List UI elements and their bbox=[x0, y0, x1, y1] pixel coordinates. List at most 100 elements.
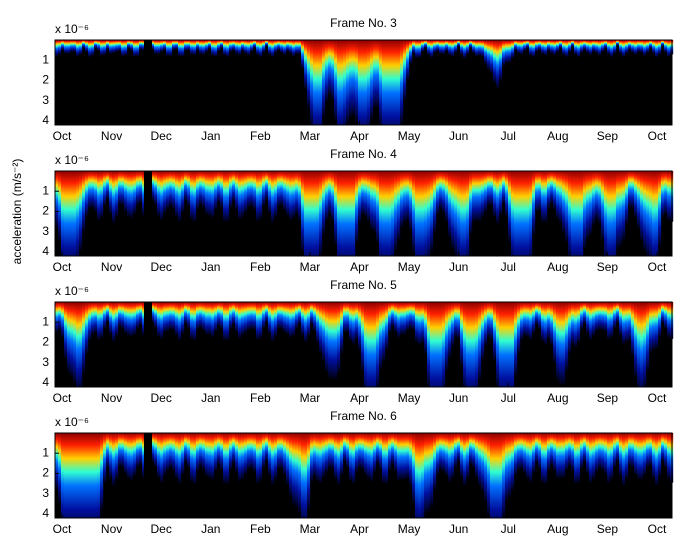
x-tick-label: Aug bbox=[547, 260, 568, 274]
heatmap-column bbox=[562, 302, 566, 385]
x-tick-label: Oct bbox=[648, 522, 667, 536]
heatmap-column bbox=[487, 171, 491, 206]
x-tick-label: Jan bbox=[201, 522, 220, 536]
heatmap-column bbox=[385, 171, 389, 273]
heatmap-column bbox=[511, 302, 515, 404]
heatmap-column bbox=[607, 171, 611, 273]
heatmap-column bbox=[610, 302, 614, 338]
heatmap-column bbox=[298, 302, 302, 324]
heatmap-column bbox=[76, 302, 80, 394]
heatmap-column bbox=[430, 40, 434, 58]
heatmap-column bbox=[547, 302, 551, 339]
heatmap-column bbox=[535, 40, 539, 52]
heatmap-column bbox=[127, 40, 131, 49]
heatmap-column bbox=[205, 40, 209, 52]
heatmap-column bbox=[94, 171, 98, 212]
heatmap-column bbox=[511, 171, 515, 267]
heatmap-column bbox=[286, 433, 290, 485]
heatmap-column bbox=[121, 171, 125, 205]
heatmap-column bbox=[574, 302, 578, 348]
heatmap-column bbox=[331, 40, 335, 100]
heatmap-column bbox=[343, 171, 347, 273]
heatmap-column bbox=[481, 171, 485, 218]
heatmap-column bbox=[403, 40, 407, 101]
heatmap-column bbox=[163, 302, 167, 333]
heatmap-column bbox=[190, 40, 194, 55]
heatmap-column bbox=[325, 433, 329, 473]
heatmap-column bbox=[634, 302, 638, 377]
heatmap-column bbox=[619, 40, 623, 54]
heatmap-column bbox=[157, 302, 161, 337]
heatmap-column bbox=[520, 171, 524, 273]
heatmap-column bbox=[271, 40, 275, 57]
heatmap-column bbox=[166, 302, 170, 332]
heatmap-gap bbox=[144, 302, 152, 387]
heatmap-column bbox=[61, 40, 65, 50]
heatmap-column bbox=[91, 171, 95, 208]
heatmap-column bbox=[298, 433, 302, 513]
heatmap-column bbox=[529, 433, 533, 483]
x-tick-label: Feb bbox=[250, 522, 271, 536]
heatmap-column bbox=[124, 302, 128, 334]
heatmap-column bbox=[358, 171, 362, 223]
heatmap-column bbox=[160, 171, 164, 221]
heatmap-column bbox=[133, 40, 137, 57]
heatmap-column bbox=[460, 302, 464, 366]
heatmap-column bbox=[436, 40, 440, 52]
heatmap-column bbox=[70, 40, 74, 52]
heatmap-column bbox=[289, 40, 293, 54]
heatmap-column bbox=[208, 171, 212, 216]
heatmap-column bbox=[427, 433, 431, 512]
heatmap-column bbox=[631, 302, 635, 356]
heatmap-column bbox=[637, 171, 641, 229]
heatmap-column bbox=[583, 302, 587, 325]
heatmap-column bbox=[187, 40, 191, 51]
heatmap-column bbox=[328, 302, 332, 378]
heatmap-column bbox=[73, 40, 77, 52]
heatmap-column bbox=[397, 171, 401, 241]
axes-frame bbox=[54, 301, 673, 388]
heatmap-column bbox=[64, 171, 68, 273]
heatmap-column bbox=[451, 171, 455, 248]
heatmap-column bbox=[433, 40, 437, 54]
heatmap-column bbox=[199, 433, 203, 467]
heatmap-column bbox=[292, 433, 296, 504]
heatmap-column bbox=[637, 433, 641, 480]
heatmap-column bbox=[367, 40, 371, 135]
heatmap-column bbox=[307, 302, 311, 336]
heatmap-column bbox=[352, 302, 356, 345]
heatmap-column bbox=[118, 433, 122, 467]
heatmap-column bbox=[562, 171, 566, 233]
heatmap-column bbox=[127, 302, 131, 336]
heatmap-column bbox=[268, 171, 272, 213]
heatmap-column bbox=[601, 302, 605, 331]
x-tick-label: Dec bbox=[150, 522, 171, 536]
heatmap-column bbox=[472, 433, 476, 468]
heatmap-column bbox=[91, 433, 95, 535]
heatmap-column bbox=[385, 302, 389, 351]
heatmap-column bbox=[532, 40, 536, 57]
heatmap-column bbox=[187, 171, 191, 206]
heatmap-column bbox=[226, 433, 230, 484]
heatmap-column bbox=[541, 171, 545, 223]
heatmap-column bbox=[622, 171, 626, 241]
heatmap-column bbox=[238, 433, 242, 482]
heatmap-column bbox=[118, 40, 122, 51]
heatmap-column bbox=[661, 171, 665, 218]
heatmap-column bbox=[562, 40, 566, 55]
panel-title: Frame No. 6 bbox=[330, 409, 397, 423]
heatmap-column bbox=[391, 171, 395, 267]
panel-title: Frame No. 3 bbox=[330, 16, 397, 30]
heatmap-column bbox=[652, 433, 656, 479]
heatmap-column bbox=[664, 40, 668, 53]
heatmap-column bbox=[58, 302, 62, 331]
heatmap-column bbox=[418, 40, 422, 58]
heatmap-column bbox=[91, 302, 95, 335]
heatmap-column bbox=[631, 171, 635, 208]
heatmap-column bbox=[118, 171, 122, 205]
heatmap-column bbox=[301, 433, 305, 528]
heatmap-column bbox=[334, 302, 338, 380]
heatmap-column bbox=[286, 302, 290, 335]
heatmap-column bbox=[238, 40, 242, 55]
